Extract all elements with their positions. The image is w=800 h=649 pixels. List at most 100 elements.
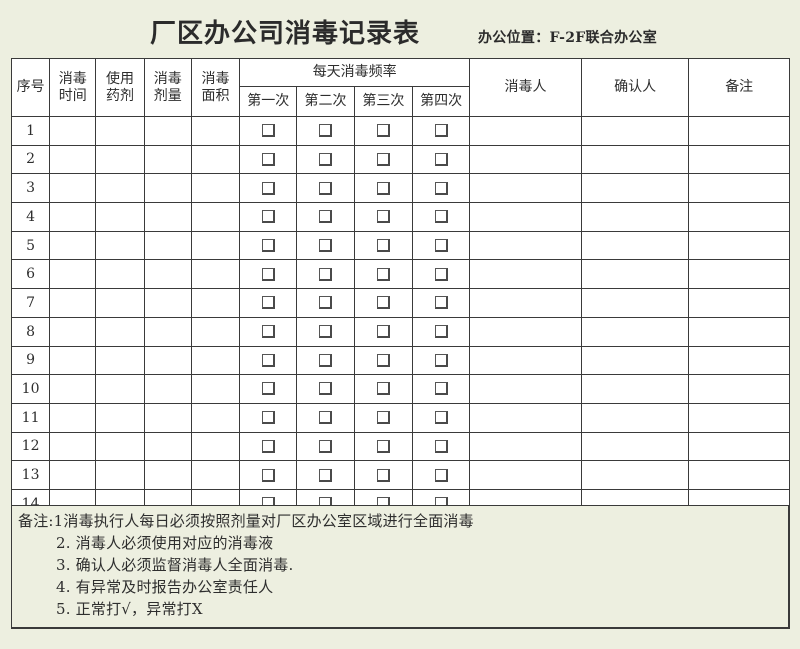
cell-time[interactable] xyxy=(49,259,97,290)
cell-operator[interactable] xyxy=(469,402,582,433)
cell-remark[interactable] xyxy=(688,144,790,175)
cell-area[interactable] xyxy=(190,374,241,404)
checkbox-icon[interactable] xyxy=(319,124,333,138)
cell-frequency-4[interactable] xyxy=(411,374,471,404)
cell-frequency-1[interactable] xyxy=(239,202,298,232)
cell-remark[interactable] xyxy=(688,202,790,232)
cell-confirmer[interactable] xyxy=(580,402,690,433)
cell-frequency-1[interactable] xyxy=(239,374,298,404)
cell-frequency-4[interactable] xyxy=(411,460,471,490)
cell-time[interactable] xyxy=(49,402,97,433)
cell-frequency-1[interactable] xyxy=(239,230,298,261)
cell-frequency-4[interactable] xyxy=(411,431,471,462)
checkbox-icon[interactable] xyxy=(261,468,275,482)
cell-time[interactable] xyxy=(49,345,97,376)
cell-area[interactable] xyxy=(190,230,241,261)
cell-time[interactable] xyxy=(49,288,97,318)
cell-agent[interactable] xyxy=(95,144,145,175)
cell-area[interactable] xyxy=(190,116,241,146)
cell-agent[interactable] xyxy=(95,460,145,490)
cell-frequency-3[interactable] xyxy=(353,173,413,204)
cell-frequency-3[interactable] xyxy=(353,431,413,462)
cell-area[interactable] xyxy=(190,288,241,318)
cell-area[interactable] xyxy=(190,202,241,232)
cell-confirmer[interactable] xyxy=(580,345,690,376)
cell-area[interactable] xyxy=(190,316,241,347)
cell-time[interactable] xyxy=(49,316,97,347)
cell-frequency-2[interactable] xyxy=(296,374,355,404)
cell-dosage[interactable] xyxy=(143,173,192,204)
cell-frequency-4[interactable] xyxy=(411,202,471,232)
checkbox-icon[interactable] xyxy=(261,439,275,453)
checkbox-icon[interactable] xyxy=(319,468,333,482)
checkbox-icon[interactable] xyxy=(376,468,390,482)
cell-agent[interactable] xyxy=(95,316,145,347)
checkbox-icon[interactable] xyxy=(319,239,333,253)
cell-frequency-1[interactable] xyxy=(239,116,298,146)
checkbox-icon[interactable] xyxy=(434,210,448,224)
cell-time[interactable] xyxy=(49,144,97,175)
cell-remark[interactable] xyxy=(688,402,790,433)
cell-remark[interactable] xyxy=(688,259,790,290)
checkbox-icon[interactable] xyxy=(319,382,333,396)
cell-dosage[interactable] xyxy=(143,116,192,146)
cell-agent[interactable] xyxy=(95,230,145,261)
checkbox-icon[interactable] xyxy=(376,382,390,396)
cell-time[interactable] xyxy=(49,116,97,146)
checkbox-icon[interactable] xyxy=(434,382,448,396)
cell-operator[interactable] xyxy=(469,460,582,490)
cell-dosage[interactable] xyxy=(143,460,192,490)
cell-operator[interactable] xyxy=(469,116,582,146)
cell-frequency-2[interactable] xyxy=(296,316,355,347)
cell-operator[interactable] xyxy=(469,202,582,232)
cell-confirmer[interactable] xyxy=(580,202,690,232)
cell-agent[interactable] xyxy=(95,288,145,318)
checkbox-icon[interactable] xyxy=(376,267,390,281)
cell-area[interactable] xyxy=(190,460,241,490)
cell-area[interactable] xyxy=(190,259,241,290)
checkbox-icon[interactable] xyxy=(434,411,448,425)
cell-confirmer[interactable] xyxy=(580,431,690,462)
cell-frequency-3[interactable] xyxy=(353,116,413,146)
cell-frequency-3[interactable] xyxy=(353,402,413,433)
cell-frequency-4[interactable] xyxy=(411,116,471,146)
cell-time[interactable] xyxy=(49,460,97,490)
cell-frequency-4[interactable] xyxy=(411,259,471,290)
cell-frequency-1[interactable] xyxy=(239,316,298,347)
checkbox-icon[interactable] xyxy=(319,411,333,425)
cell-frequency-2[interactable] xyxy=(296,345,355,376)
cell-agent[interactable] xyxy=(95,202,145,232)
cell-frequency-3[interactable] xyxy=(353,345,413,376)
cell-frequency-1[interactable] xyxy=(239,402,298,433)
checkbox-icon[interactable] xyxy=(261,124,275,138)
checkbox-icon[interactable] xyxy=(434,325,448,339)
checkbox-icon[interactable] xyxy=(376,439,390,453)
cell-dosage[interactable] xyxy=(143,259,192,290)
checkbox-icon[interactable] xyxy=(319,296,333,310)
cell-operator[interactable] xyxy=(469,288,582,318)
cell-confirmer[interactable] xyxy=(580,144,690,175)
cell-confirmer[interactable] xyxy=(580,374,690,404)
cell-frequency-3[interactable] xyxy=(353,144,413,175)
cell-operator[interactable] xyxy=(469,259,582,290)
cell-frequency-3[interactable] xyxy=(353,230,413,261)
checkbox-icon[interactable] xyxy=(434,353,448,367)
checkbox-icon[interactable] xyxy=(319,152,333,166)
cell-remark[interactable] xyxy=(688,460,790,490)
cell-agent[interactable] xyxy=(95,116,145,146)
cell-dosage[interactable] xyxy=(143,374,192,404)
cell-frequency-4[interactable] xyxy=(411,402,471,433)
cell-area[interactable] xyxy=(190,144,241,175)
cell-confirmer[interactable] xyxy=(580,116,690,146)
cell-remark[interactable] xyxy=(688,316,790,347)
cell-frequency-4[interactable] xyxy=(411,345,471,376)
checkbox-icon[interactable] xyxy=(319,181,333,195)
checkbox-icon[interactable] xyxy=(376,325,390,339)
cell-frequency-2[interactable] xyxy=(296,202,355,232)
checkbox-icon[interactable] xyxy=(376,124,390,138)
checkbox-icon[interactable] xyxy=(434,181,448,195)
cell-dosage[interactable] xyxy=(143,230,192,261)
cell-operator[interactable] xyxy=(469,230,582,261)
cell-frequency-2[interactable] xyxy=(296,230,355,261)
cell-agent[interactable] xyxy=(95,345,145,376)
